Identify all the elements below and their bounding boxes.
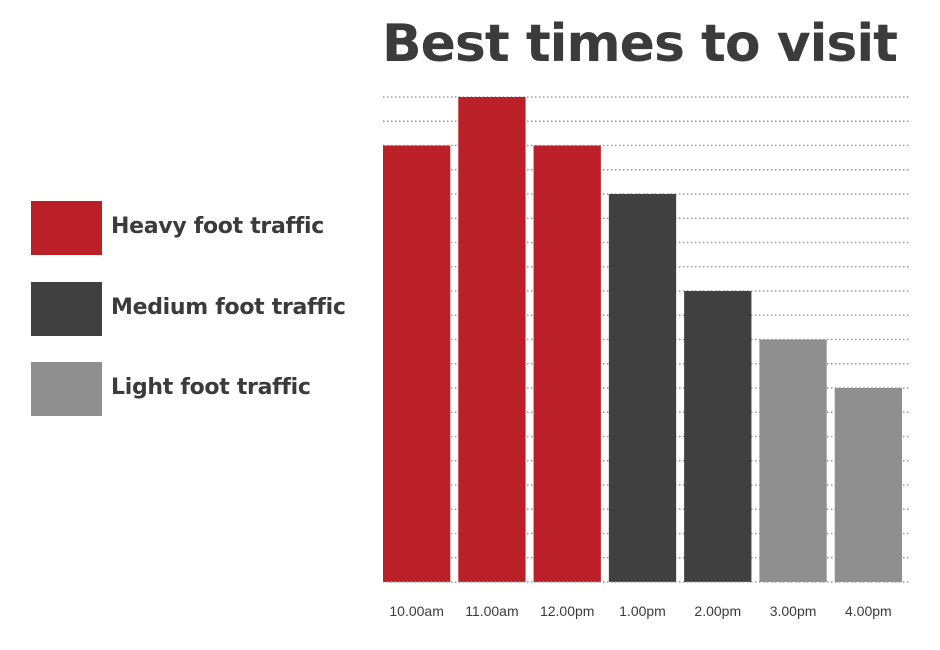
bar-3-00pm xyxy=(759,339,827,582)
legend-swatch-medium xyxy=(31,282,102,336)
x-tick-label: 1.00pm xyxy=(619,603,666,619)
legend-item-medium: Medium foot traffic xyxy=(31,282,371,336)
chart-title: Best times to visit xyxy=(382,14,898,74)
x-tick-label: 4.00pm xyxy=(845,603,892,619)
legend-swatch-light xyxy=(31,362,102,416)
legend-swatch-heavy xyxy=(31,201,102,255)
legend-label-medium: Medium foot traffic xyxy=(111,295,346,320)
x-tick-label: 12.00pm xyxy=(540,603,594,619)
bar-11-00am xyxy=(458,97,526,582)
bar-1-00pm xyxy=(608,194,677,582)
bar-2-00pm xyxy=(684,291,752,582)
bar-10-00am xyxy=(383,145,451,582)
x-tick-label: 11.00am xyxy=(465,603,518,619)
legend-label-light: Light foot traffic xyxy=(111,375,311,400)
x-tick-label: 3.00pm xyxy=(770,603,817,619)
bar-12-00pm xyxy=(533,145,601,582)
legend-item-heavy: Heavy foot traffic xyxy=(31,201,371,255)
legend-item-light: Light foot traffic xyxy=(31,362,371,416)
legend-label-heavy: Heavy foot traffic xyxy=(111,214,325,239)
x-tick-label: 2.00pm xyxy=(694,603,741,619)
x-tick-label: 10.00am xyxy=(389,603,443,619)
bar-4-00pm xyxy=(834,388,902,582)
